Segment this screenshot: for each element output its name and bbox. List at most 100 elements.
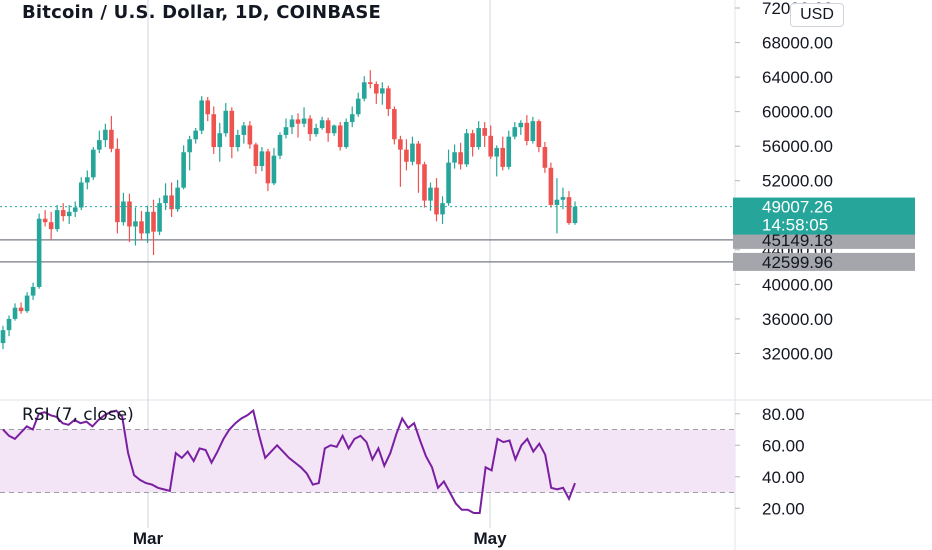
bar-countdown-label: 14:58:05 [762, 216, 828, 235]
candle [163, 183, 168, 211]
candle [109, 115, 114, 153]
candle-body [169, 195, 174, 210]
rsi-line [2, 408, 576, 514]
candle [127, 193, 132, 243]
rsi-indicator-title[interactable]: RSI (7, close) [22, 405, 134, 425]
candle [289, 115, 295, 135]
candle-body [60, 210, 66, 217]
candle-body [398, 139, 403, 150]
candle-body [301, 118, 307, 124]
candle-body [361, 82, 367, 99]
candle-body [97, 140, 102, 150]
candle [566, 191, 572, 225]
candle-body [410, 143, 415, 162]
candle-body [271, 155, 277, 184]
candle-body [223, 110, 229, 134]
price-tick-label: 56000.00 [762, 137, 833, 156]
candle-body [331, 125, 337, 134]
rsi-axis[interactable]: 20.00 40.00 60.00 80.00 [735, 405, 805, 519]
candle [374, 81, 379, 104]
price-tick-label: 36000.00 [762, 310, 833, 329]
time-axis[interactable]: Mar May [133, 529, 507, 548]
candle-body [6, 318, 12, 331]
candle [548, 162, 554, 208]
candle-body [566, 197, 572, 224]
candle-body [355, 98, 361, 115]
candle-body [24, 295, 30, 312]
candle-body [78, 182, 84, 208]
candle-body [404, 149, 409, 162]
candle [42, 210, 48, 227]
candle [265, 148, 271, 192]
candle-body [488, 135, 494, 157]
candle [84, 170, 90, 190]
candle-body [36, 218, 42, 287]
time-tick-label: May [473, 529, 507, 548]
candle-body [524, 122, 530, 141]
candle-body [253, 144, 259, 167]
candle-body [66, 211, 72, 217]
candle [512, 122, 518, 140]
candle-body [163, 195, 168, 204]
candle-body [277, 134, 283, 156]
candle-body [386, 88, 391, 110]
candle [398, 135, 403, 187]
candle [422, 161, 427, 208]
candle-body [313, 128, 319, 135]
candle [60, 203, 66, 222]
candle [229, 107, 235, 159]
candle [241, 122, 247, 144]
candle [247, 121, 253, 149]
rsi-tick-label: 80.00 [762, 405, 805, 424]
candle [6, 315, 12, 337]
rsi-band [0, 429, 735, 493]
candle [482, 122, 487, 148]
candle-body [18, 307, 24, 312]
candle [343, 118, 349, 149]
candle [301, 107, 307, 128]
candle [187, 135, 192, 171]
candle-body [295, 119, 301, 124]
candle [440, 196, 445, 224]
candle-body [392, 109, 397, 140]
candle-body [470, 133, 475, 148]
rsi-tick-label: 40.00 [762, 468, 805, 487]
candle [434, 178, 439, 222]
candle [217, 122, 223, 162]
candle [72, 201, 78, 217]
candle-body [518, 122, 524, 128]
candle-body [54, 210, 60, 230]
candle-body [530, 121, 536, 141]
candle-body [139, 221, 144, 234]
candle [325, 117, 331, 142]
candle-body [512, 127, 518, 137]
candle-body [325, 120, 331, 134]
candle [91, 147, 96, 180]
candle [536, 119, 542, 153]
candle [470, 129, 475, 157]
candle [12, 303, 18, 321]
candle [404, 139, 409, 171]
candle [0, 325, 6, 350]
candle [103, 123, 108, 148]
candle [386, 85, 391, 116]
candle [464, 128, 469, 167]
currency-button[interactable]: USD [790, 3, 844, 27]
candle [560, 187, 566, 210]
candle-body [84, 177, 90, 183]
candle-body [349, 114, 355, 122]
candle [121, 192, 126, 226]
price-axis[interactable]: 32000.0036000.0040000.0044000.0048000.00… [733, 0, 915, 363]
candle [380, 82, 385, 105]
candle [133, 207, 138, 246]
candle [524, 115, 530, 146]
chart-title: Bitcoin / U.S. Dollar, 1D, COINBASE [22, 2, 382, 23]
candle [235, 129, 241, 152]
candle [24, 292, 30, 313]
candle-body [446, 162, 451, 204]
candle [145, 205, 150, 243]
candle-body [235, 134, 241, 148]
candle [157, 198, 162, 236]
candle [416, 141, 421, 193]
candle [488, 125, 494, 160]
